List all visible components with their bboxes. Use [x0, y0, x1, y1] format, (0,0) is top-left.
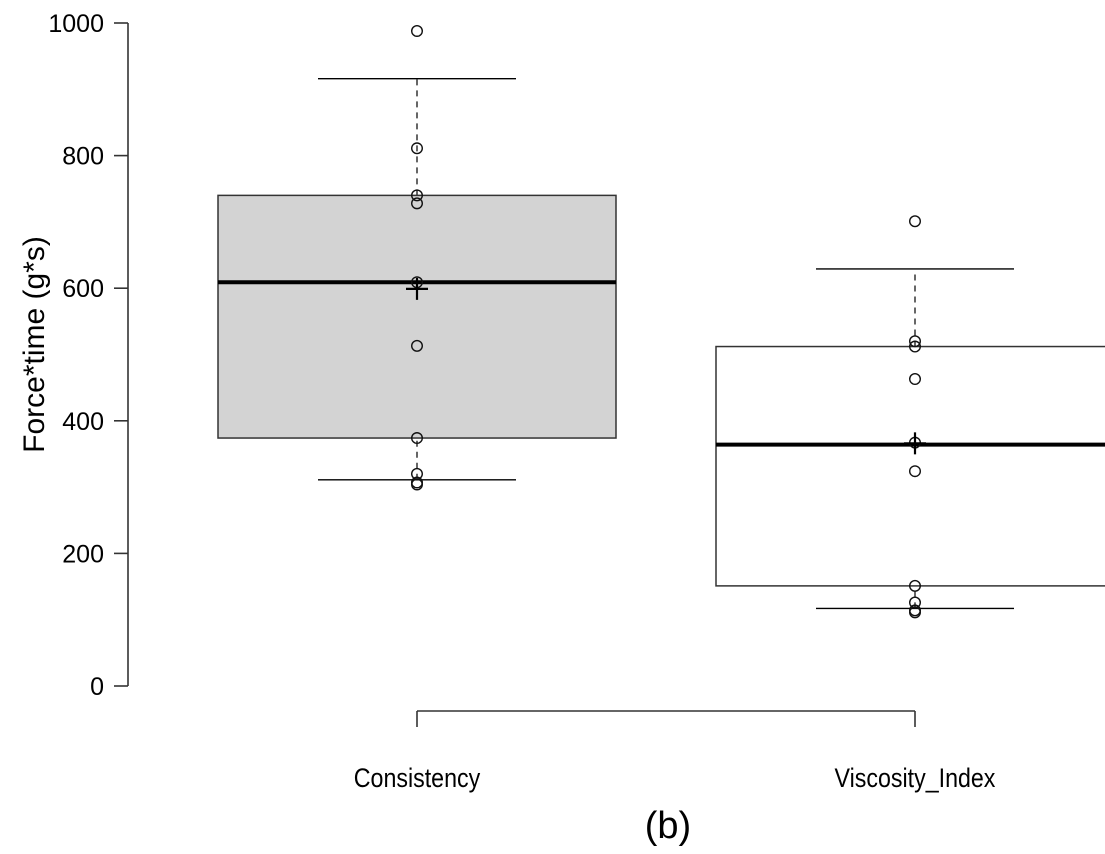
y-ticks: 0 200 400 600 800 1000 — [48, 10, 128, 701]
y-tick-label: 0 — [90, 673, 104, 701]
data-point — [411, 189, 424, 202]
y-tick-label: 200 — [62, 540, 104, 568]
data-point — [909, 465, 922, 478]
box-body — [715, 345, 1105, 587]
data-point — [411, 432, 424, 445]
y-axis-label: Force*time (g*s) — [18, 236, 51, 453]
data-point — [411, 478, 424, 491]
y-tick-label: 600 — [62, 275, 104, 303]
data-point — [909, 606, 922, 619]
x-tick-label: Consistency — [354, 763, 481, 793]
category-axis: Consistency Viscosity_Index — [354, 710, 996, 793]
data-point — [411, 142, 424, 155]
y-tick-label: 1000 — [48, 10, 104, 38]
data-point — [411, 24, 424, 37]
box-body — [217, 194, 617, 439]
boxes — [217, 24, 1105, 619]
data-point — [909, 373, 922, 386]
y-tick-label: 400 — [62, 408, 104, 436]
chart-caption: (b) — [645, 805, 691, 847]
data-point — [411, 197, 424, 210]
data-point — [909, 215, 922, 228]
box-0 — [217, 24, 617, 491]
x-tick-label: Viscosity_Index — [835, 763, 996, 793]
data-point — [909, 579, 922, 592]
box-1 — [715, 215, 1105, 619]
y-tick-label: 800 — [62, 143, 104, 171]
data-point — [411, 339, 424, 352]
data-point — [909, 340, 922, 353]
data-point — [909, 335, 922, 348]
